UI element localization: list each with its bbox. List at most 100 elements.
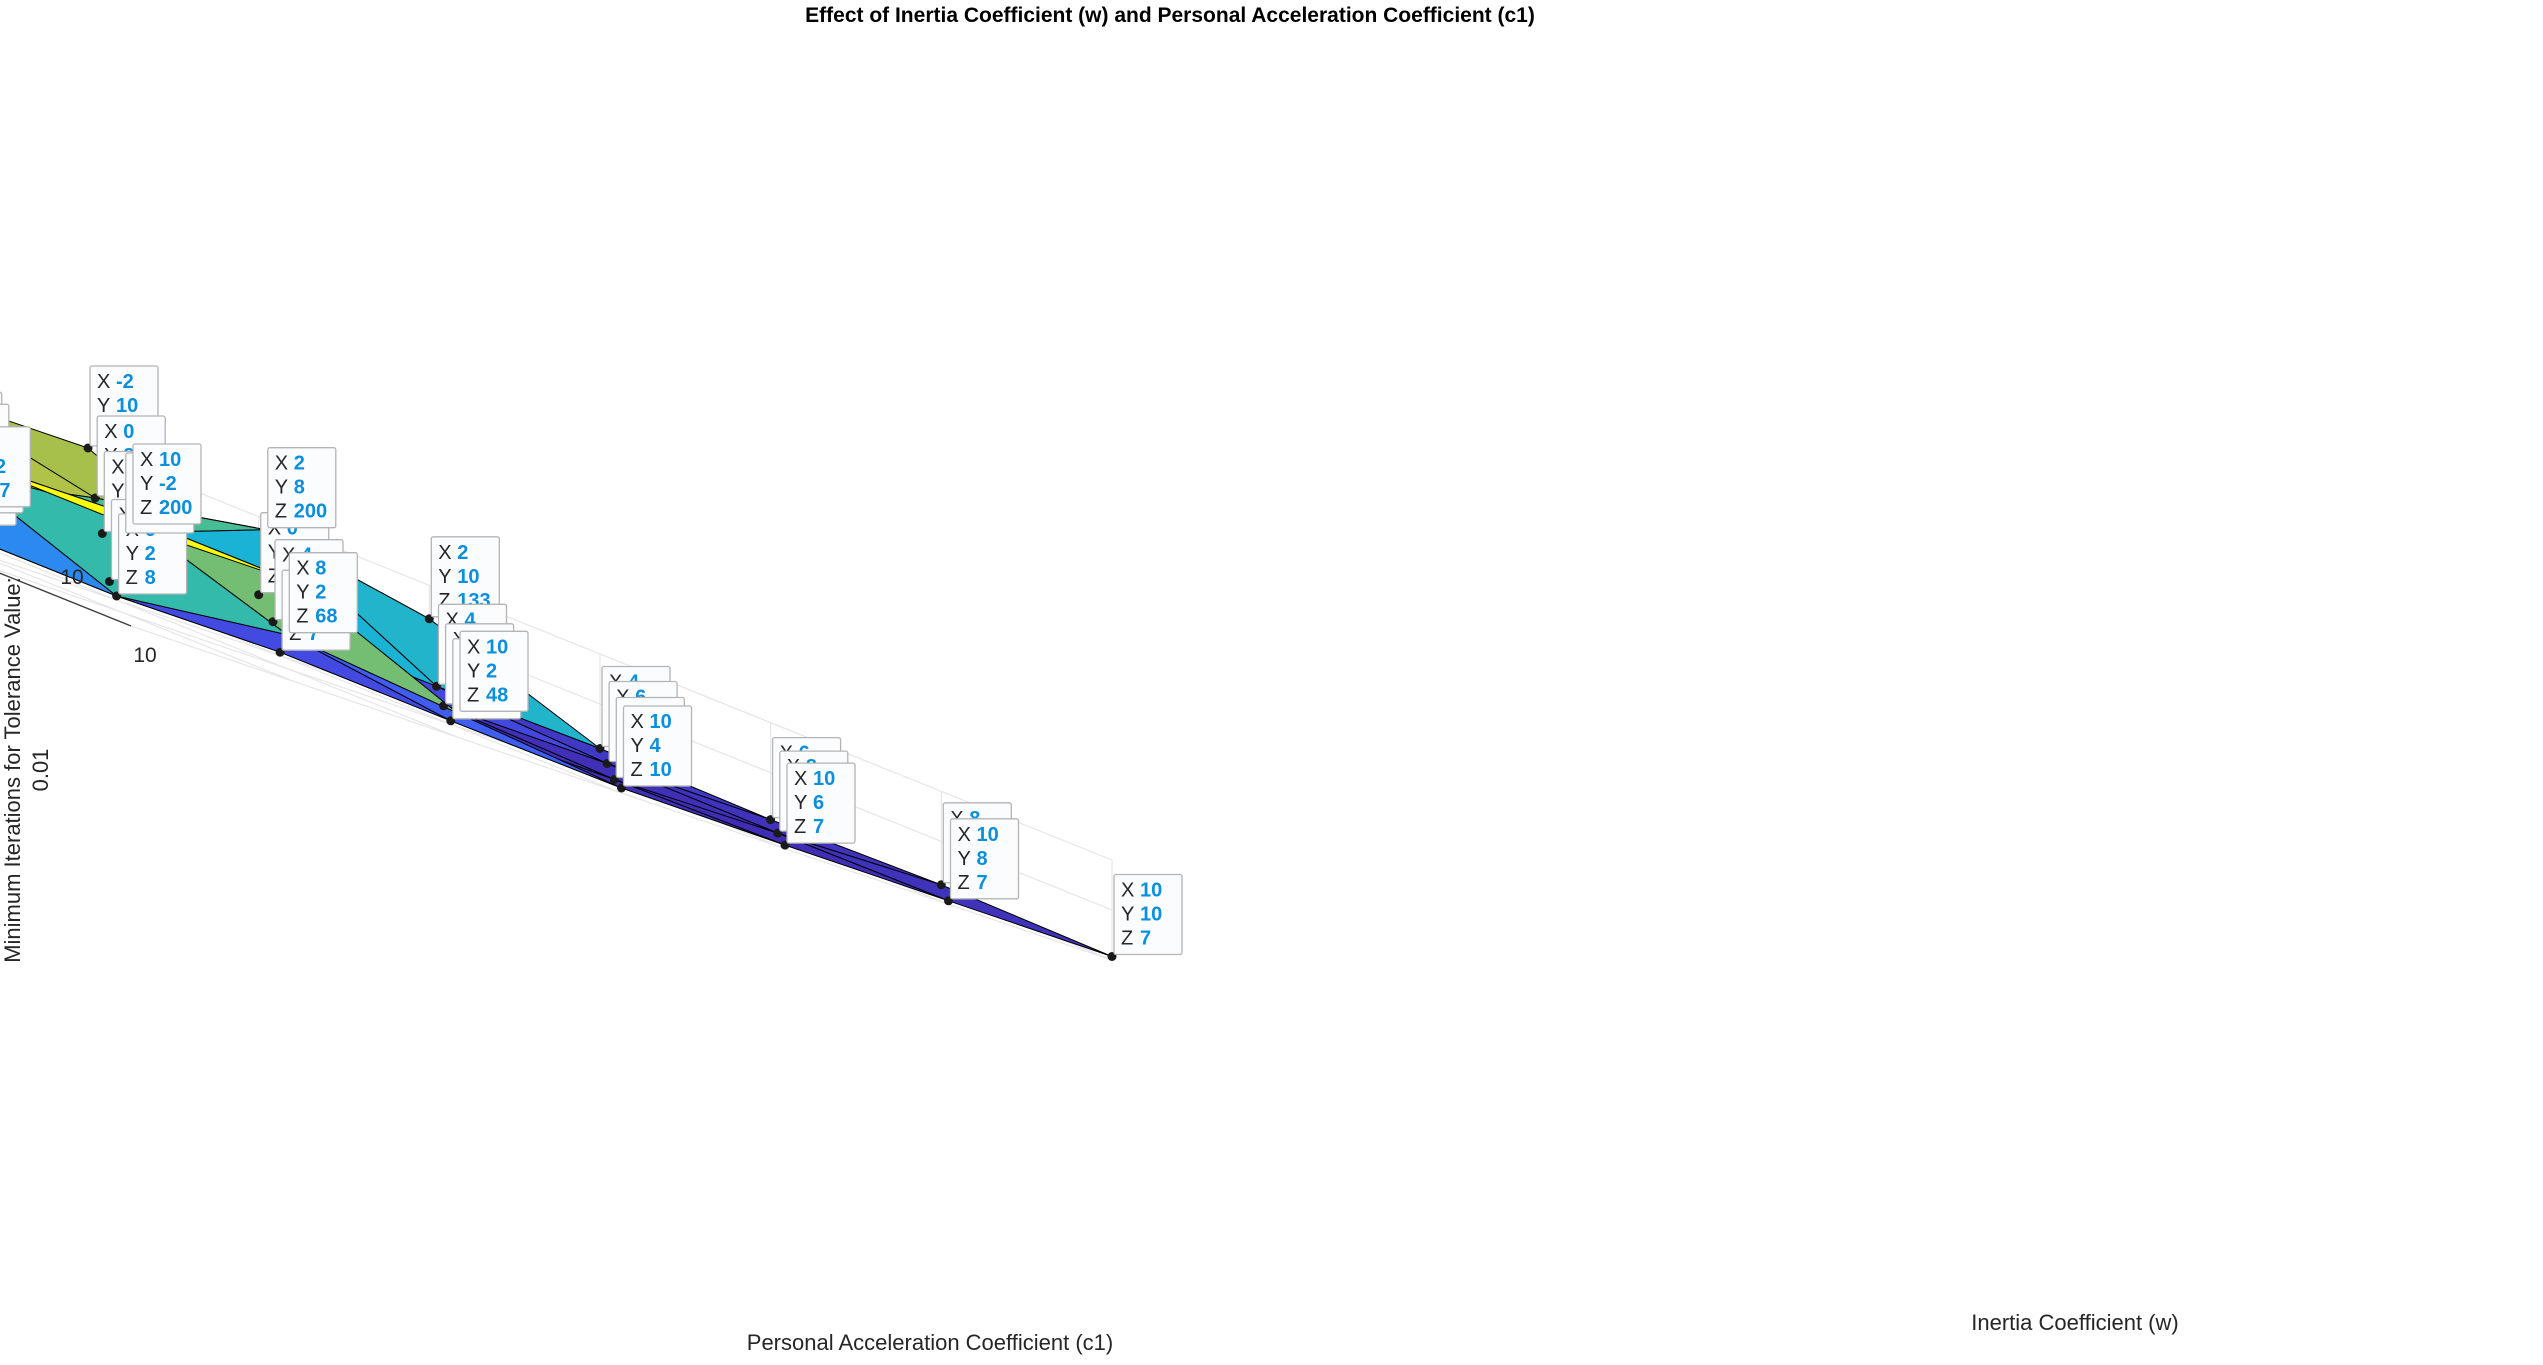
datatip-value: 2 [294,453,305,475]
datatip-key: Y [97,395,110,417]
datatip-key: X [794,768,807,790]
datatip-value: 10 [159,449,181,471]
datatip-key: Y [794,792,807,814]
z-axis-label: Minimum Iterations for Tolerance Value: … [0,577,53,963]
datatip-value: 2 [315,582,326,604]
datatip-key: X [296,558,309,580]
datatip[interactable]: X 8Y 2Z 68 [288,552,358,634]
datatip[interactable]: X 2Y 8Z 200 [267,447,337,529]
datatip-key: Z [275,501,287,523]
datatip-key: Z [126,567,138,589]
datatip-key: Y [467,660,480,682]
datatip-value: 10 [457,566,479,588]
chart-title: Effect of Inertia Coefficient (w) and Pe… [805,4,1535,27]
datatip-value: -2 [159,473,177,495]
datatip-key: Y [958,848,971,870]
datatip-value: 2 [457,542,468,564]
datatip-value: 2 [145,543,156,565]
datatip-key: Y [296,582,309,604]
datatip-value: 4 [650,735,662,757]
datatip-box [132,443,202,525]
datatip-key: Z [794,816,806,838]
datatip-key: X [958,824,971,846]
datatip-key: X [631,711,644,733]
datatip-key: Y [438,566,451,588]
datatip-key: Z [631,759,643,781]
datatip-value: 2 [486,660,497,682]
datatip-value: 10 [650,759,672,781]
datatip-key: X [1121,880,1134,902]
datatip-key: X [97,371,110,393]
datatips[interactable]: X-2Y10Z200X0Y10Z44X2Y10Z133X4Y10Z11X6Y10… [0,32,1183,956]
datatip-key: X [467,636,480,658]
datatip-box [288,552,358,634]
datatip-value: -2 [0,456,6,478]
datatip-value: 48 [486,684,508,706]
datatip-value: 10 [813,768,835,790]
datatip-key: X [275,453,288,475]
datatip-value: 8 [315,558,326,580]
x-tick-label: 10 [133,644,156,667]
datatip-key: Z [1121,928,1133,950]
datatip-value: 68 [315,606,337,628]
datatip-value: 7 [308,623,319,645]
datatip[interactable]: X 10 Y 4Z 10 [622,705,693,787]
datatip-value: 10 [650,711,672,733]
datatip-value: 97 [0,480,11,502]
datatip-key: Z [958,872,970,894]
datatip-box [0,426,31,508]
y-tick-label: 10 [60,566,83,589]
datatip-value: 7 [977,872,988,894]
datatip-value: 10 [1140,880,1162,902]
datatip-value: 10 [977,824,999,846]
datatip-box [267,447,337,529]
datatip-value: 8 [145,567,156,589]
datatip-key: Z [296,606,308,628]
datatip[interactable]: X 10 Y 10 Z 7 [1113,873,1183,956]
datatip-key: X [140,449,153,471]
grid-line-y [0,552,459,738]
datatip[interactable]: X 10 Y -2 Z 200 [132,443,202,525]
datatip-value: 7 [1140,928,1151,950]
datatip-key: Z [140,497,152,519]
datatip[interactable]: X 10 Y 2Z 48 [459,630,529,712]
svg-text:Minimum Iterations for Toleran: Minimum Iterations for Tolerance Value: [0,577,25,963]
datatip-value: 200 [294,501,327,523]
datatip-value: -2 [116,371,134,393]
datatip[interactable]: X 10 Y 6Z 7 [786,762,856,844]
grid-line-y [0,562,295,683]
datatip-value: 10 [486,636,508,658]
datatip-value: 0 [123,421,134,443]
datatip-key: Y [140,473,153,495]
datatip-box [949,818,1020,900]
x-axis-label: Inertia Coefficient (w) [1971,1310,2178,1335]
datatip-key: Z [467,684,479,706]
datatip-key: Y [275,477,288,499]
grid-line-z [87,447,1113,861]
datatip-key: X [104,421,117,443]
datatip-box [622,705,693,787]
datatip[interactable]: X 10 Y 8Z 7 [949,818,1020,900]
datatip-box [786,762,856,844]
datatip-key: Y [126,543,139,565]
datatip[interactable]: X8Y-2Z97 [0,426,31,508]
y-axis-label: Personal Acceleration Coefficient (c1) [747,1330,1113,1355]
datatip-key: X [438,542,451,564]
datatip-key: Y [631,735,644,757]
svg-text:0.01: 0.01 [28,749,53,792]
tick-labels: -20246810-202468100100200 [60,566,156,667]
datatip-value: 8 [977,848,988,870]
datatip-value: 10 [1140,904,1162,926]
datatip-key: X [111,457,124,479]
datatip-value: 200 [159,497,192,519]
datatip-value: 10 [116,395,138,417]
datatip-value: 7 [813,816,824,838]
datatip-key: Y [1121,904,1134,926]
datatip-value: 8 [294,477,305,499]
datatip-key: Y [111,481,124,503]
datatip-value: 6 [813,792,824,814]
datatip-box [459,630,529,712]
datatip-value: 0 [287,518,298,540]
datatip-box [1113,873,1183,956]
